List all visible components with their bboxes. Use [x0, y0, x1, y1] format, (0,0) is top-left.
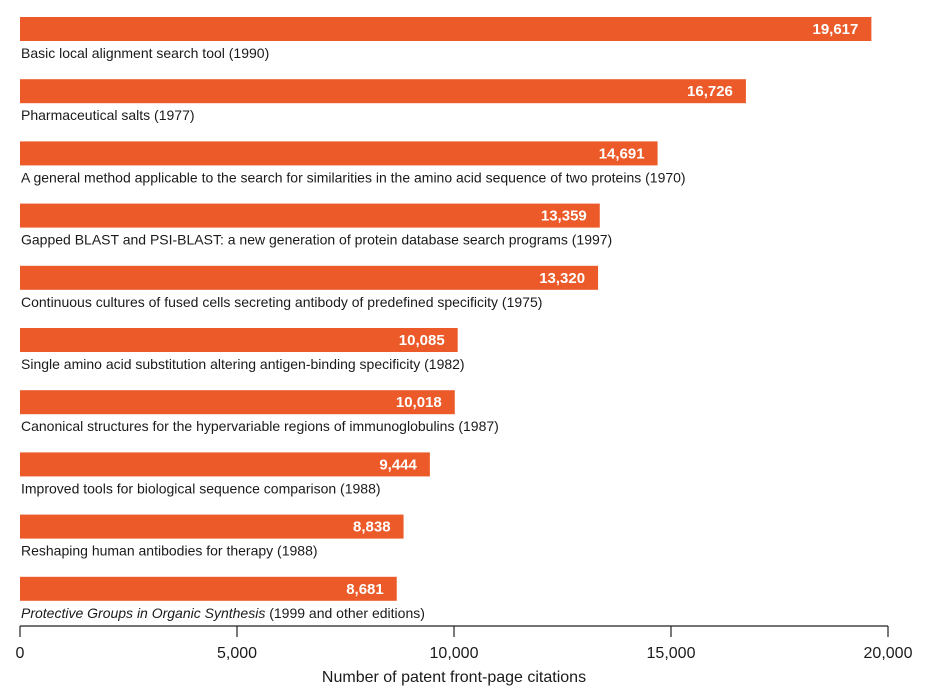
bar-value-label: 10,018 [396, 394, 442, 411]
category-label-text: Pharmaceutical salts (1977) [21, 107, 195, 123]
category-label: Canonical structures for the hypervariab… [21, 418, 499, 434]
bar-value-label: 8,838 [353, 519, 391, 536]
bar [20, 203, 600, 228]
bar-value-label: 16,726 [687, 83, 733, 100]
bar-value-label: 8,681 [346, 581, 384, 598]
category-label-text: Single amino acid substitution altering … [21, 356, 465, 372]
bar-value-label: 19,617 [812, 21, 858, 38]
bar-value-label: 9,444 [379, 456, 417, 473]
category-label: Improved tools for biological sequence c… [21, 480, 381, 496]
category-label-text: (1999 and other editions) [265, 605, 425, 621]
bar-row: 16,726 Pharmaceutical salts (1977) [20, 79, 746, 123]
category-label-text: Gapped BLAST and PSI-BLAST: a new genera… [21, 232, 612, 248]
category-label-text: A general method applicable to the searc… [21, 169, 686, 185]
bar-row: 19,617 Basic local alignment search tool … [20, 17, 872, 61]
bar-value-label: 13,320 [539, 270, 585, 287]
bar [20, 390, 455, 415]
category-label-text: Continuous cultures of fused cells secre… [21, 294, 542, 310]
x-axis: 0 5,000 10,000 15,000 20,000 [16, 625, 913, 662]
bar-value-label: 10,085 [399, 332, 445, 349]
bar [20, 79, 746, 104]
bar [20, 17, 872, 41]
category-label: Gapped BLAST and PSI-BLAST: a new genera… [21, 232, 612, 248]
category-label: A general method applicable to the searc… [21, 169, 686, 185]
category-label-text: Improved tools for biological sequence c… [21, 480, 381, 496]
bar-row: 10,018 Canonical structures for the hyper… [20, 390, 499, 434]
bar [20, 576, 397, 601]
category-label: Basic local alignment search tool (1990) [21, 45, 269, 61]
bar [20, 328, 458, 352]
x-axis-label: Number of patent front-page citations [322, 669, 586, 686]
bar [20, 265, 599, 290]
category-label: Continuous cultures of fused cells secre… [21, 294, 542, 310]
x-tick-label: 15,000 [647, 645, 696, 662]
category-label: Protective Groups in Organic Synthesis (… [21, 605, 425, 621]
category-label: Reshaping human antibodies for therapy (… [21, 543, 318, 559]
bar-row: 13,359 Gapped BLAST and PSI-BLAST: a new … [20, 203, 612, 248]
category-label: Single amino acid substitution altering … [21, 356, 465, 372]
x-tick-label: 0 [16, 645, 25, 662]
bar [20, 452, 430, 477]
bar-value-label: 13,359 [541, 208, 587, 225]
category-label-text: Reshaping human antibodies for therapy (… [21, 543, 318, 559]
x-tick-label: 10,000 [430, 645, 479, 662]
x-tick-label: 5,000 [217, 645, 257, 662]
category-label-italic: Protective Groups in Organic Synthesis [21, 605, 265, 621]
bar-row: 8,838 Reshaping human antibodies for ther… [20, 514, 404, 559]
x-tick-label: 20,000 [864, 645, 913, 662]
bar-row: 8,681 Protective Groups in Organic Synthe… [20, 576, 425, 621]
bars-layer: 19,617 Basic local alignment search tool … [20, 17, 872, 621]
bar-row: 13,320 Continuous cultures of fused cells… [20, 265, 599, 310]
category-label-text: Canonical structures for the hypervariab… [21, 418, 499, 434]
bar-row: 9,444 Improved tools for biological seque… [20, 452, 430, 496]
category-label-text: Basic local alignment search tool (1990) [21, 45, 269, 61]
bar [20, 514, 404, 539]
bar [20, 141, 658, 166]
category-label: Pharmaceutical salts (1977) [21, 107, 195, 123]
bar-row: 14,691 A general method applicable to the… [20, 141, 686, 185]
bar-row: 10,085 Single amino acid substitution alt… [20, 328, 465, 372]
bar-value-label: 14,691 [599, 145, 645, 162]
